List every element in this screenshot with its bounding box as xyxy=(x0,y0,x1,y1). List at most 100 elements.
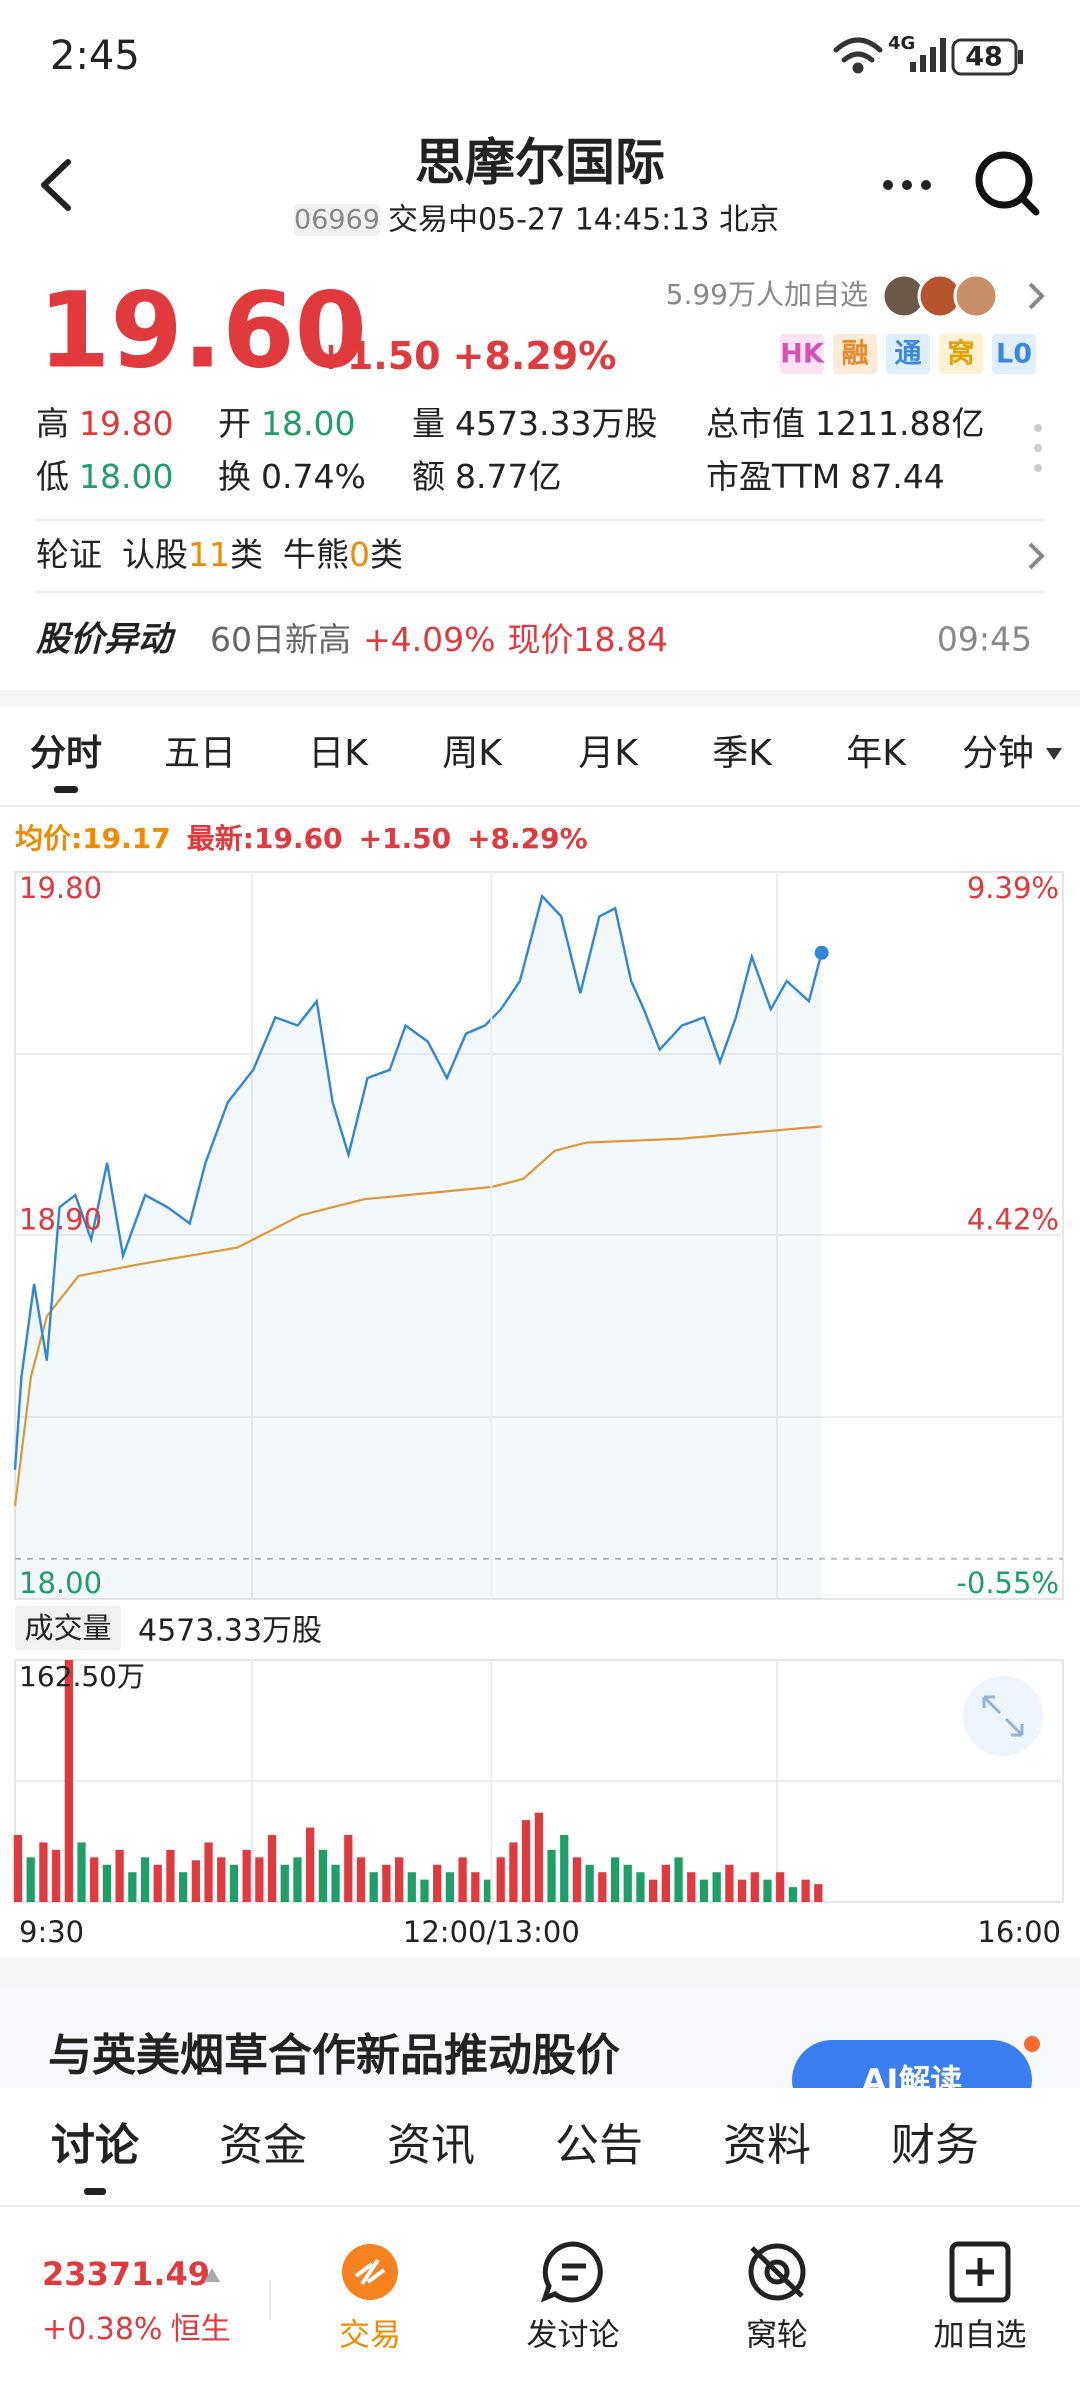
badge: 窝 xyxy=(948,338,975,370)
watchers-count: 5.99万人加自选 xyxy=(666,278,868,311)
status-time: 2:45 xyxy=(50,33,140,79)
x-tick-label: 16:00 xyxy=(977,1915,1061,1949)
stat-label: 高 xyxy=(36,404,69,443)
stat: 量 4573.33万股 xyxy=(412,404,657,443)
section-tab[interactable]: 资金 xyxy=(219,2120,307,2171)
avatars xyxy=(881,273,999,319)
action-label[interactable]: 加自选 xyxy=(934,2318,1027,2354)
y2-tick-label: 9.39% xyxy=(967,871,1059,905)
volume-bar xyxy=(776,1872,785,1902)
watchers-chevron[interactable] xyxy=(1028,282,1045,310)
volume-bar xyxy=(598,1872,607,1902)
volume-bar xyxy=(407,1872,416,1902)
trading-status: 交易中05-27 14:45:13 北京 xyxy=(388,203,779,238)
volume-bar xyxy=(636,1872,645,1902)
notification-dot xyxy=(1024,2036,1040,2052)
volume-bar xyxy=(229,1864,239,1902)
series-line xyxy=(13,893,823,1470)
chart-tab[interactable]: 季K xyxy=(712,733,773,774)
stat-label: 额 xyxy=(412,457,445,496)
volume-bar xyxy=(471,1872,480,1902)
add-watchlist-icon[interactable] xyxy=(949,2241,1011,2303)
stat-label: 市盈TTM xyxy=(706,457,840,496)
chart-tab[interactable]: 年K xyxy=(846,733,907,774)
volume-bar xyxy=(801,1879,810,1902)
badge-bg xyxy=(886,334,930,374)
volume-bar xyxy=(13,1834,23,1902)
volume-bar xyxy=(496,1857,505,1902)
charts: 19.80 18.90 18.00 9.39% 4.42% -0.55% 162.50万 9:… xyxy=(13,871,1063,1949)
volume-bar xyxy=(128,1872,137,1902)
section-tab[interactable]: 公告 xyxy=(555,2120,643,2171)
volume-bar xyxy=(255,1857,264,1902)
volume-bar xyxy=(674,1857,683,1902)
volume-bar xyxy=(242,1849,251,1902)
chart-tab[interactable]: 周K xyxy=(442,733,503,774)
network-type: 4G xyxy=(888,33,915,54)
stat-label: 开 xyxy=(218,404,251,443)
alert-text: 60日新高 +4.09% 现价18.84 xyxy=(210,620,668,659)
y-tick-label: 18.90 xyxy=(19,1203,102,1237)
section-tab[interactable]: 资讯 xyxy=(387,2120,475,2171)
stat-label: 量 xyxy=(412,404,445,443)
stat-label: 总市值 xyxy=(706,404,805,443)
chart-tab[interactable]: 五日 xyxy=(164,733,236,774)
discuss-icon[interactable] xyxy=(540,2241,603,2303)
tab-indicator xyxy=(54,786,78,793)
alert-title: 股价异动 xyxy=(35,620,176,660)
section-tab[interactable]: 财务 xyxy=(891,2120,979,2171)
section-tab[interactable]: 讨论 xyxy=(51,2120,140,2171)
volume-title: 成交量 xyxy=(24,1611,111,1645)
alert-time: 09:45 xyxy=(937,620,1032,659)
volume-bar xyxy=(534,1812,543,1902)
battery-frame xyxy=(951,38,1018,76)
badge-bg xyxy=(992,334,1036,374)
stat-value: 1211.88亿 xyxy=(815,404,984,443)
index-value: 23371.49 xyxy=(42,2255,210,2293)
expand-button[interactable] xyxy=(963,1676,1043,1756)
warrants-row[interactable]: 轮证 认股11类 牛熊0类 xyxy=(36,535,403,574)
stat: 低 18.00 xyxy=(36,457,173,496)
stat: 市盈TTM 87.44 xyxy=(706,457,945,496)
stats-more[interactable] xyxy=(1034,424,1042,472)
section-tab[interactable]: 资料 xyxy=(723,2120,811,2171)
badge-bg xyxy=(939,334,983,374)
volume-bar xyxy=(649,1879,658,1902)
back-button[interactable] xyxy=(41,159,71,211)
warrants-chevron[interactable] xyxy=(1028,542,1045,570)
volume-bar xyxy=(166,1849,175,1902)
search-button[interactable] xyxy=(975,151,1040,216)
chart-legend: 均价:19.17 最新:19.60 +1.50 +8.29% xyxy=(15,822,588,855)
action-label[interactable]: 发讨论 xyxy=(527,2318,620,2354)
y-tick-label: 18.00 xyxy=(19,1566,102,1600)
volume-bar xyxy=(560,1834,569,1902)
stat-value: 18.00 xyxy=(261,404,355,443)
trade-icon-mark xyxy=(354,2258,386,2286)
volume-bar xyxy=(433,1864,442,1902)
y2-tick-label: 4.42% xyxy=(967,1203,1059,1237)
chart-tab[interactable]: 分钟 xyxy=(962,733,1034,774)
volume-bar xyxy=(661,1864,670,1902)
badge-bg xyxy=(833,334,877,374)
volume-bar xyxy=(204,1842,213,1902)
more-button[interactable] xyxy=(883,180,931,190)
chart-tab[interactable]: 日K xyxy=(308,733,369,774)
chart-tab[interactable]: 分时 xyxy=(30,733,102,774)
volume-bar xyxy=(394,1857,404,1902)
volume-bar xyxy=(64,1660,73,1902)
stat-value: 0.74% xyxy=(261,457,366,496)
volume-bar xyxy=(521,1820,531,1902)
x-tick-label: 9:30 xyxy=(19,1915,84,1949)
stat-label: 换 xyxy=(218,457,251,496)
action-label[interactable]: 交易 xyxy=(339,2318,401,2354)
action-label[interactable]: 窝轮 xyxy=(746,2318,808,2354)
dropdown-arrow[interactable] xyxy=(1046,748,1062,760)
chart-tab[interactable]: 月K xyxy=(578,733,639,774)
x-tick-label: 12:00/13:00 xyxy=(403,1915,580,1949)
badge: 通 xyxy=(895,339,922,370)
code-badge xyxy=(294,204,380,236)
warrant-icon[interactable] xyxy=(748,2243,806,2301)
index-arrow xyxy=(204,2268,220,2282)
volume-bar xyxy=(788,1887,798,1902)
